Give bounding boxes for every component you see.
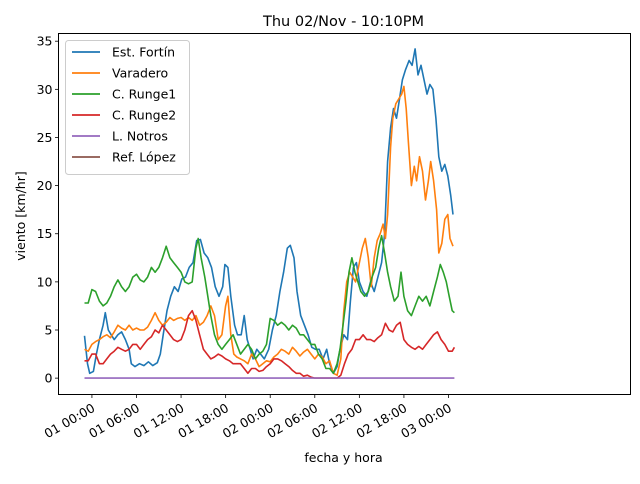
series-line-1 [84,85,454,376]
y-tick-label: 10 [37,274,53,289]
series-layer [83,48,456,379]
legend-entry-label: C. Runge2 [112,108,176,123]
y-tick-label: 30 [37,82,53,97]
y-tick-label: 20 [37,178,53,193]
y-tick-label: 25 [37,130,53,145]
legend: Est. Fortín Varadero C. Runge1 C. Runge2 L. … [65,40,190,175]
series-line-3 [84,309,456,379]
plot-frame [58,33,631,395]
legend-entry-label: Est. Fortín [112,45,175,60]
y-tick-label: 15 [37,226,53,241]
legend-entry-label: Varadero [112,66,168,81]
legend-box [65,40,190,175]
legend-entry-label: Ref. López [112,150,176,165]
legend-entry-label: C. Runge1 [112,87,176,102]
chart-title: Thu 02/Nov - 10:10PM [262,14,424,30]
series-line-2 [84,234,455,375]
legend-entry-label: L. Notros [112,129,168,144]
series-line-0 [83,48,454,375]
y-axis-label: viento [km/hr] [13,171,28,260]
y-tick-label: 0 [45,371,53,386]
y-tick-label: 35 [37,34,53,49]
y-axis: 0 5 10 15 20 25 30 35 [37,34,59,386]
y-tick-label: 5 [45,323,53,338]
x-axis-label: fecha y hora [304,450,382,465]
